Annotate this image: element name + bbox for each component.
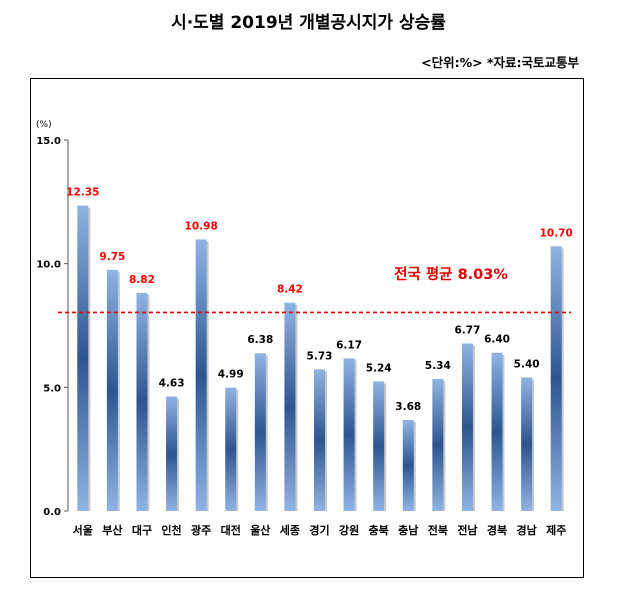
y-tick-label: 10.0 [36,260,61,271]
value-label: 8.82 [129,274,155,286]
bar-제주 [550,246,562,511]
x-tick-label: 전북 [428,523,448,537]
bar-대구 [136,292,148,511]
x-tick-label: 광주 [191,524,211,537]
value-label: 10.70 [540,227,573,239]
x-tick-label: 경기 [309,523,329,537]
x-tick-label: 충남 [398,523,418,537]
value-label: 6.40 [484,334,510,346]
value-label: 4.99 [218,369,244,381]
bar-경북 [491,352,503,511]
bar-인천 [166,396,178,511]
bar-충북 [373,381,385,511]
y-unit-label: (%) [36,120,52,130]
bar-전북 [432,378,444,511]
value-label: 5.73 [307,350,333,362]
bar-광주 [195,239,207,512]
x-tick-label: 충북 [369,523,389,537]
value-label: 5.24 [366,362,392,374]
value-label: 5.40 [514,358,540,370]
bar-부산 [106,269,118,511]
bar-대전 [225,387,237,511]
bar-강원 [343,358,355,511]
chart-title: 시·도별 2019년 개별공시지가 상승률 [171,13,446,33]
x-tick-label: 부산 [102,523,122,537]
x-tick-label: 서울 [73,523,93,537]
value-label: 4.63 [159,377,185,389]
value-label: 6.17 [336,339,362,351]
bar-서울 [77,205,89,511]
bar-전남 [461,343,473,511]
value-label: 5.34 [425,360,451,372]
national-average-label: 전국 평균 8.03% [394,265,508,283]
x-tick-label: 세종 [280,523,300,537]
unit-source-note: <단위:%> *자료:국토교통부 [421,55,579,70]
value-label: 6.77 [454,325,480,337]
value-label: 8.42 [277,284,303,296]
x-tick-label: 울산 [250,523,270,537]
x-tick-label: 경북 [487,523,507,537]
x-tick-label: 제주 [546,523,566,537]
value-label: 12.35 [66,187,99,199]
bar-경기 [314,369,325,511]
x-tick-label: 인천 [161,523,181,537]
bar-충남 [402,419,414,511]
value-label: 9.75 [99,251,125,263]
bar-경남 [521,377,533,511]
x-tick-label: 강원 [339,523,359,537]
y-tick-label: 0.0 [43,507,61,518]
bar-세종 [284,302,296,511]
x-tick-label: 대전 [221,523,241,537]
bar-울산 [254,353,266,511]
value-label: 6.38 [247,334,273,346]
x-tick-label: 경남 [516,523,536,537]
bar-chart: (%) 0.0 5.0 10.0 15.0 12.35 서울 9.75 부산 8.82 대구 4.… [36,120,573,537]
y-tick-label: 15.0 [36,136,61,147]
x-tick-label: 대구 [132,523,152,537]
y-tick-label: 5.0 [43,383,61,394]
value-label: 3.68 [395,401,421,413]
x-tick-label: 전남 [457,523,477,537]
chart-frame: (%) 0.0 5.0 10.0 15.0 12.35 서울 9.75 부산 8.82 대구 4.… [30,78,584,578]
value-label: 10.98 [185,220,218,232]
